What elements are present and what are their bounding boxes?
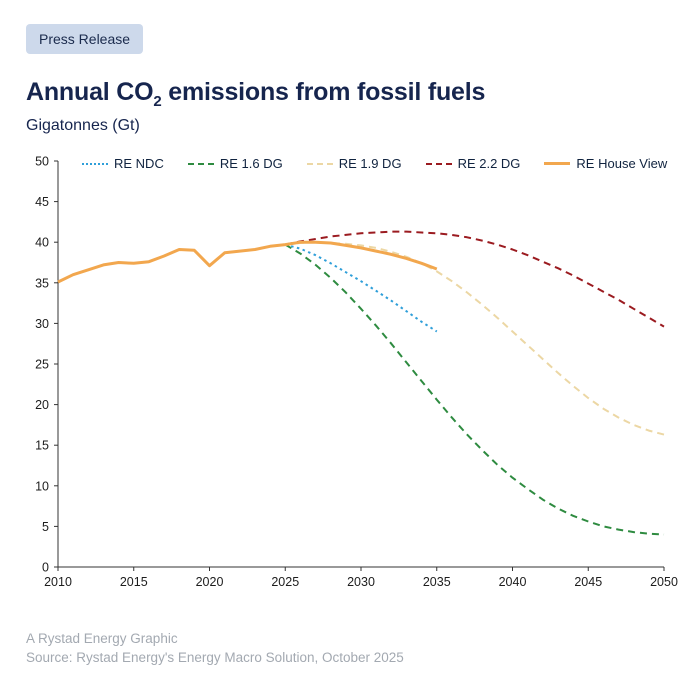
y-tick-label: 45	[35, 195, 49, 209]
x-tick-label: 2035	[423, 575, 451, 589]
graphic-credit: A Rystad Energy Graphic	[26, 631, 178, 646]
y-tick-label: 50	[35, 155, 49, 169]
legend-swatch-re-1-6-dg	[187, 162, 214, 165]
x-tick-label: 2020	[196, 575, 224, 589]
y-tick-label: 20	[35, 398, 49, 412]
series-re-house-view	[57, 240, 438, 284]
series-re-1-6-dg	[284, 243, 665, 536]
y-tick-label: 25	[35, 358, 49, 372]
legend-item-re-1-6-dg: RE 1.6 DG	[187, 156, 283, 171]
legend-item-re-1-9-dg: RE 1.9 DG	[306, 156, 402, 171]
series-re-ndc	[285, 243, 438, 333]
title-text: Annual CO	[26, 78, 154, 106]
x-tick-label: 2030	[347, 575, 375, 589]
chart-units-label: Gigatonnes (Gt)	[26, 117, 140, 134]
title-text-after: emissions from fossil fuels	[161, 78, 486, 106]
chart-footer: A Rystad Energy Graphic Source: Rystad E…	[26, 630, 680, 668]
press-release-badge: Press Release	[26, 24, 144, 54]
legend-swatch-re-house-view	[544, 162, 571, 165]
x-tick-label: 2015	[120, 575, 148, 589]
legend-item-re-house-view: RE House View	[544, 156, 667, 171]
legend-item-re-ndc: RE NDC	[82, 156, 164, 171]
legend-label: RE 1.6 DG	[219, 156, 283, 171]
x-tick-label: 2050	[650, 575, 678, 589]
legend: RE NDC RE 1.6 DG RE 1.9 DG RE 2.2 DG RE Hous…	[82, 156, 667, 171]
x-tick-label: 2010	[44, 575, 72, 589]
legend-label: RE 1.9 DG	[338, 156, 402, 171]
y-tick-label: 35	[35, 276, 49, 290]
y-tick-label: 5	[42, 520, 49, 534]
legend-item-re-2-2-dg: RE 2.2 DG	[425, 156, 521, 171]
legend-label: RE House View	[576, 156, 668, 171]
chart-svg: 2010 2015 2020 2025 2030 2035 2040 2045 20500510…	[35, 155, 678, 590]
legend-swatch-re-1-9-dg	[306, 162, 333, 165]
series-re-2-2-dg	[285, 230, 665, 328]
y-tick-label: 0	[42, 561, 49, 575]
y-tick-label: 30	[35, 317, 49, 331]
page: Press Release Annual CO2 emissions from …	[26, 24, 680, 668]
y-tick-label: 10	[35, 479, 49, 493]
x-tick-label: 2025	[271, 575, 299, 589]
source-note: Source: Rystad Energy's Energy Macro Sol…	[26, 649, 404, 665]
legend-label: RE NDC	[114, 156, 164, 171]
y-tick-label: 40	[35, 236, 49, 250]
chart-container: RE NDC RE 1.6 DG RE 1.9 DG RE 2.2 DG RE Hous…	[26, 145, 680, 606]
y-tick-label: 15	[35, 439, 49, 453]
x-tick-label: 2045	[574, 575, 602, 589]
title-subscript: 2	[153, 93, 162, 110]
legend-label: RE 2.2 DG	[457, 156, 521, 171]
x-tick-label: 2040	[499, 575, 527, 589]
legend-swatch-re-ndc	[82, 162, 108, 165]
page-title: Annual CO2 emissions from fossil fuels	[26, 78, 680, 110]
series-re-1-9-dg	[285, 241, 665, 436]
legend-swatch-re-2-2-dg	[425, 162, 452, 165]
